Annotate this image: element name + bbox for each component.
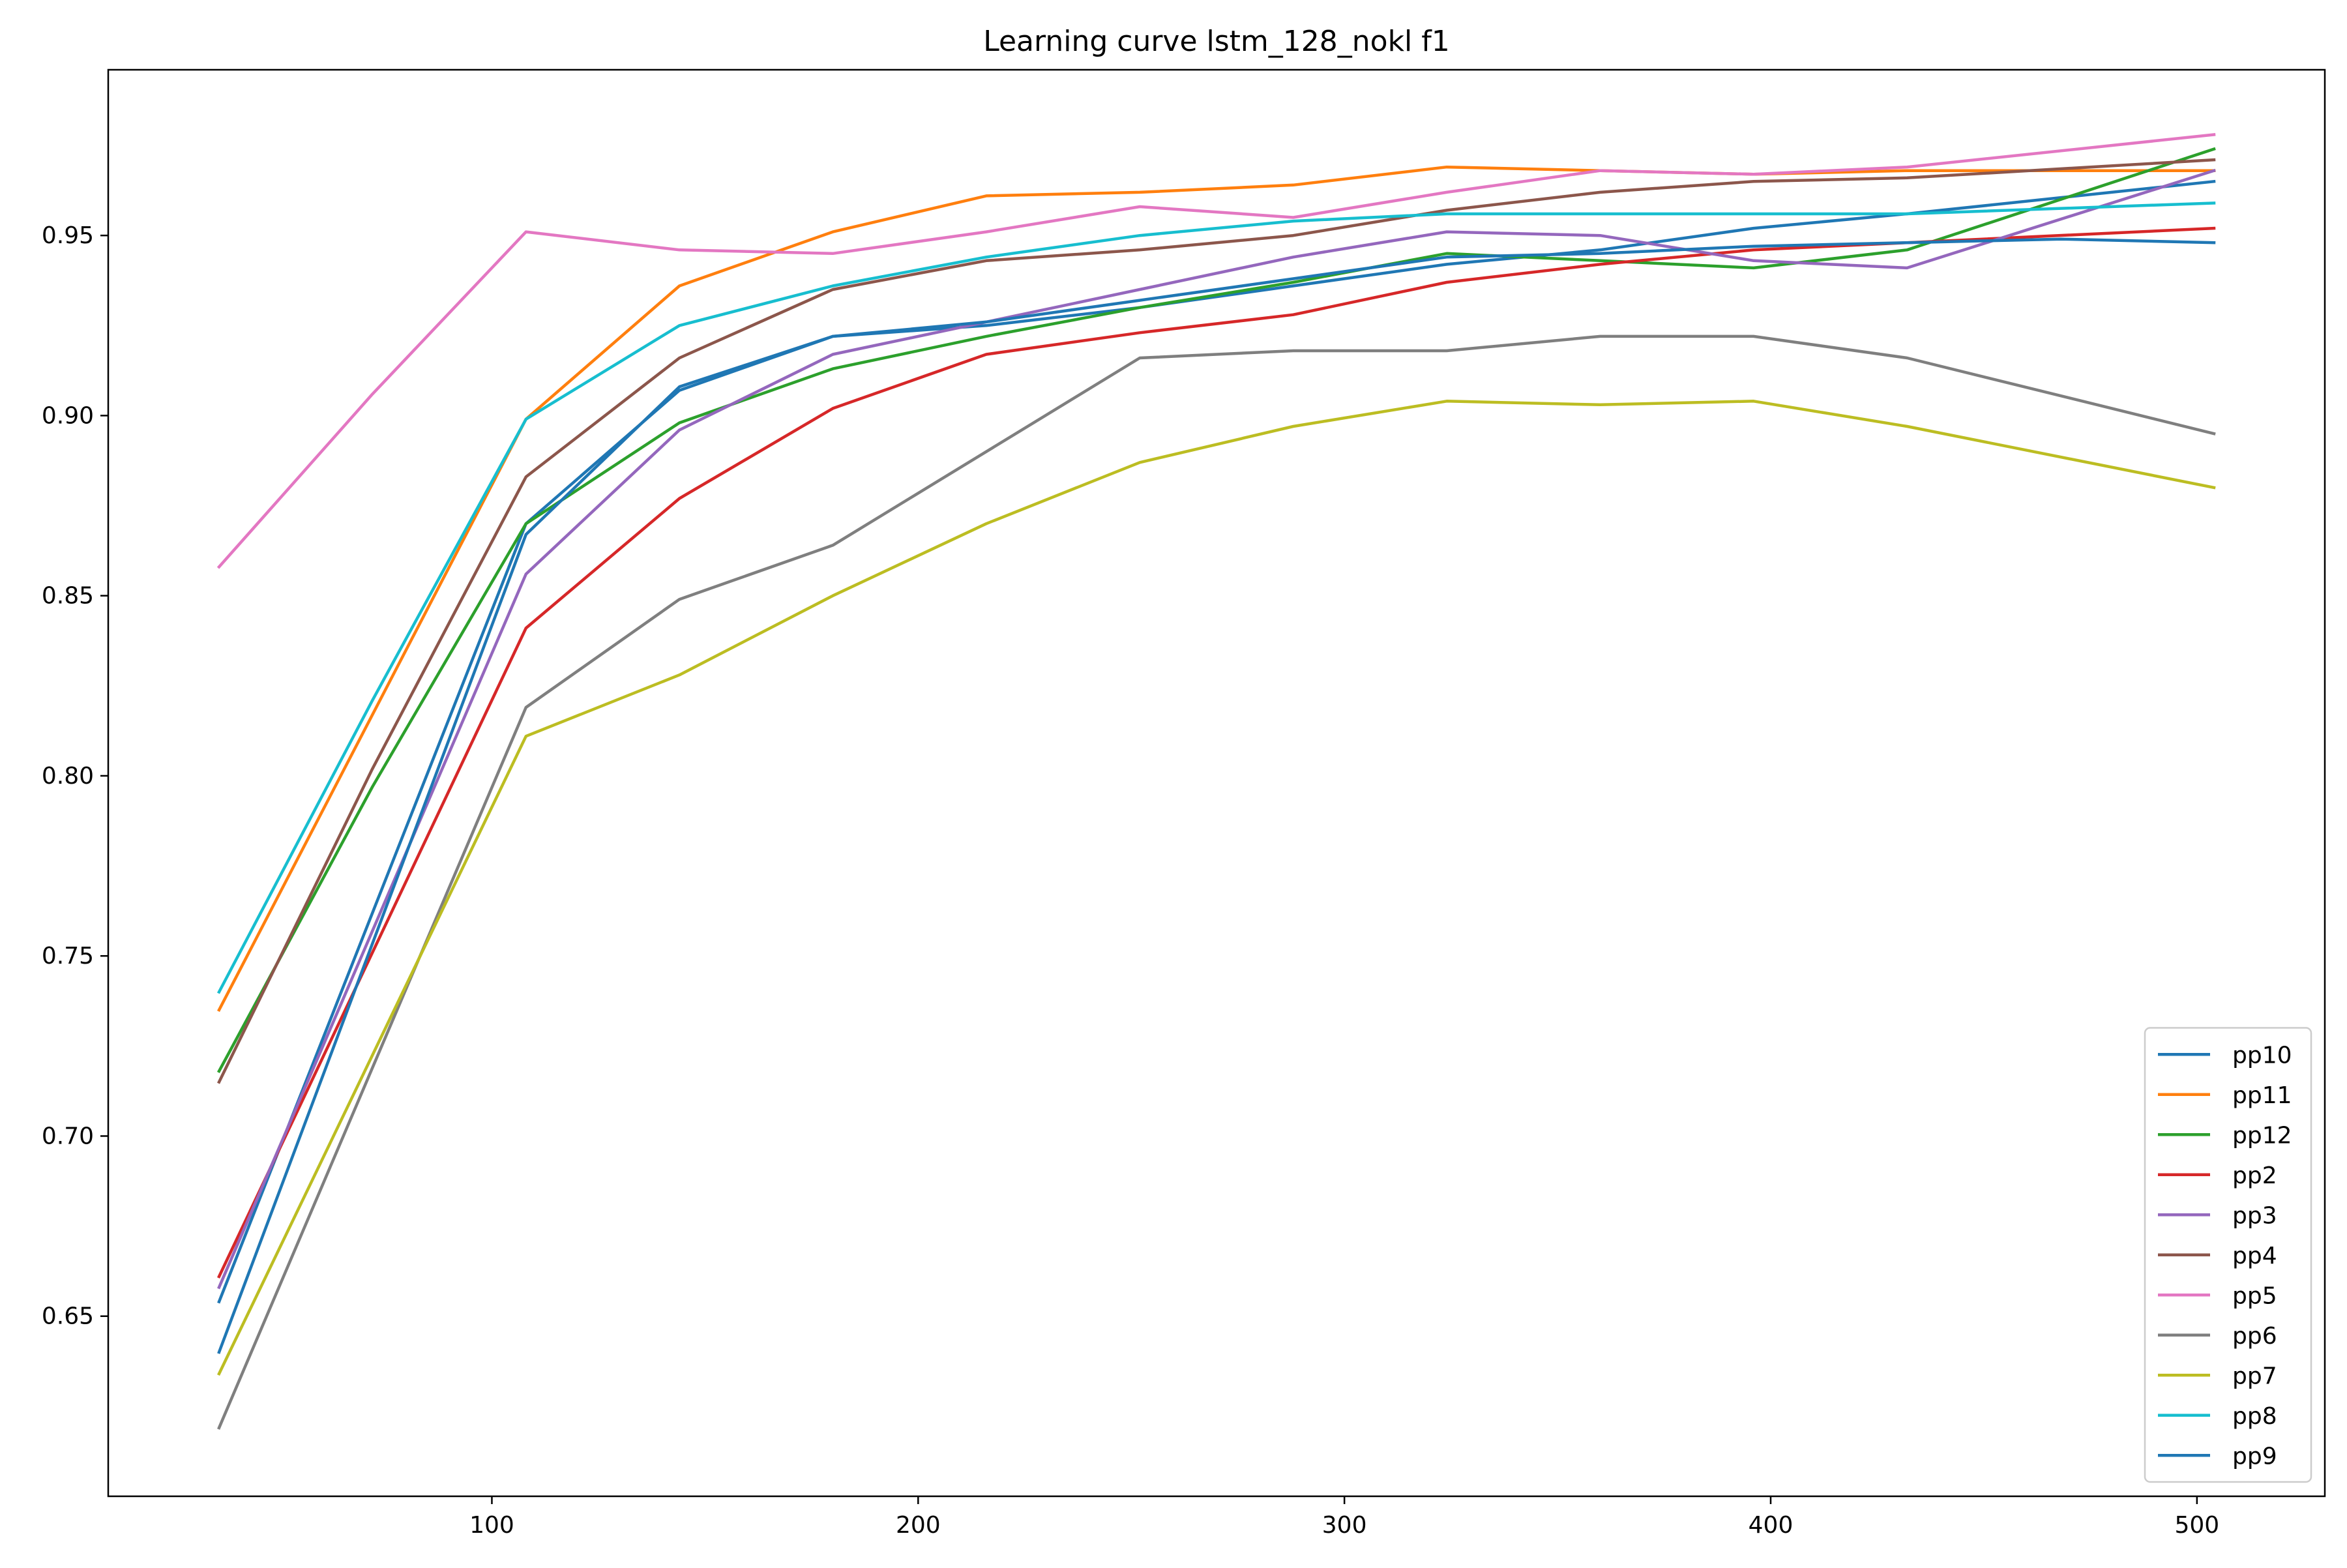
legend: pp10 pp11 pp12 pp2 pp3 pp4 pp5 pp6 pp7 pp8 pp9 [2144, 1027, 2312, 1483]
series-line-pp9 [217, 237, 2216, 1354]
y-tick-label: 0.70 [42, 1123, 94, 1149]
plot-area-frame [107, 68, 2326, 1498]
x-tick-label: 300 [1322, 1512, 1367, 1539]
y-tick-label: 0.75 [42, 943, 94, 969]
series-line-pp7 [216, 400, 2216, 1376]
x-tick-label: 200 [896, 1512, 941, 1539]
legend-label-pp8: pp8 [2232, 1403, 2277, 1430]
legend-label-pp2: pp2 [2232, 1162, 2277, 1189]
axes-layer: 100 200 300 400 500 0.65 0.70 0.75 0.80 0.85 0.90 0… [42, 222, 2219, 1539]
series-line-pp3 [217, 168, 2216, 1290]
legend-label-pp12: pp12 [2232, 1122, 2292, 1149]
legend-label-pp4: pp4 [2232, 1243, 2277, 1269]
x-tick-label: 400 [1749, 1512, 1793, 1539]
series-line-pp5 [216, 133, 2216, 569]
legend-box [2144, 1027, 2312, 1483]
legend-label-pp3: pp3 [2232, 1202, 2277, 1229]
series-line-pp6 [217, 334, 2216, 1430]
y-tick-label: 0.65 [42, 1303, 94, 1330]
y-tick-label: 0.90 [42, 402, 94, 429]
series-line-pp4 [216, 158, 2216, 1084]
legend-label-pp5: pp5 [2232, 1282, 2277, 1309]
legend-label-pp9: pp9 [2232, 1443, 2277, 1470]
x-tick-label: 500 [2174, 1512, 2219, 1539]
x-tick-label: 100 [469, 1512, 514, 1539]
series-line-pp8 [216, 201, 2216, 994]
series-line-pp2 [217, 226, 2216, 1279]
legend-label-pp10: pp10 [2232, 1042, 2292, 1069]
chart-title: Learning curve lstm_128_nokl f1 [983, 25, 1450, 58]
series-layer [216, 133, 2216, 1430]
legend-label-pp7: pp7 [2232, 1363, 2277, 1389]
y-tick-label: 0.95 [42, 222, 94, 249]
y-tick-label: 0.85 [42, 583, 94, 610]
series-line-pp12 [216, 147, 2216, 1074]
legend-label-pp11: pp11 [2232, 1082, 2292, 1109]
legend-label-pp6: pp6 [2232, 1323, 2277, 1350]
y-tick-label: 0.80 [42, 763, 94, 790]
